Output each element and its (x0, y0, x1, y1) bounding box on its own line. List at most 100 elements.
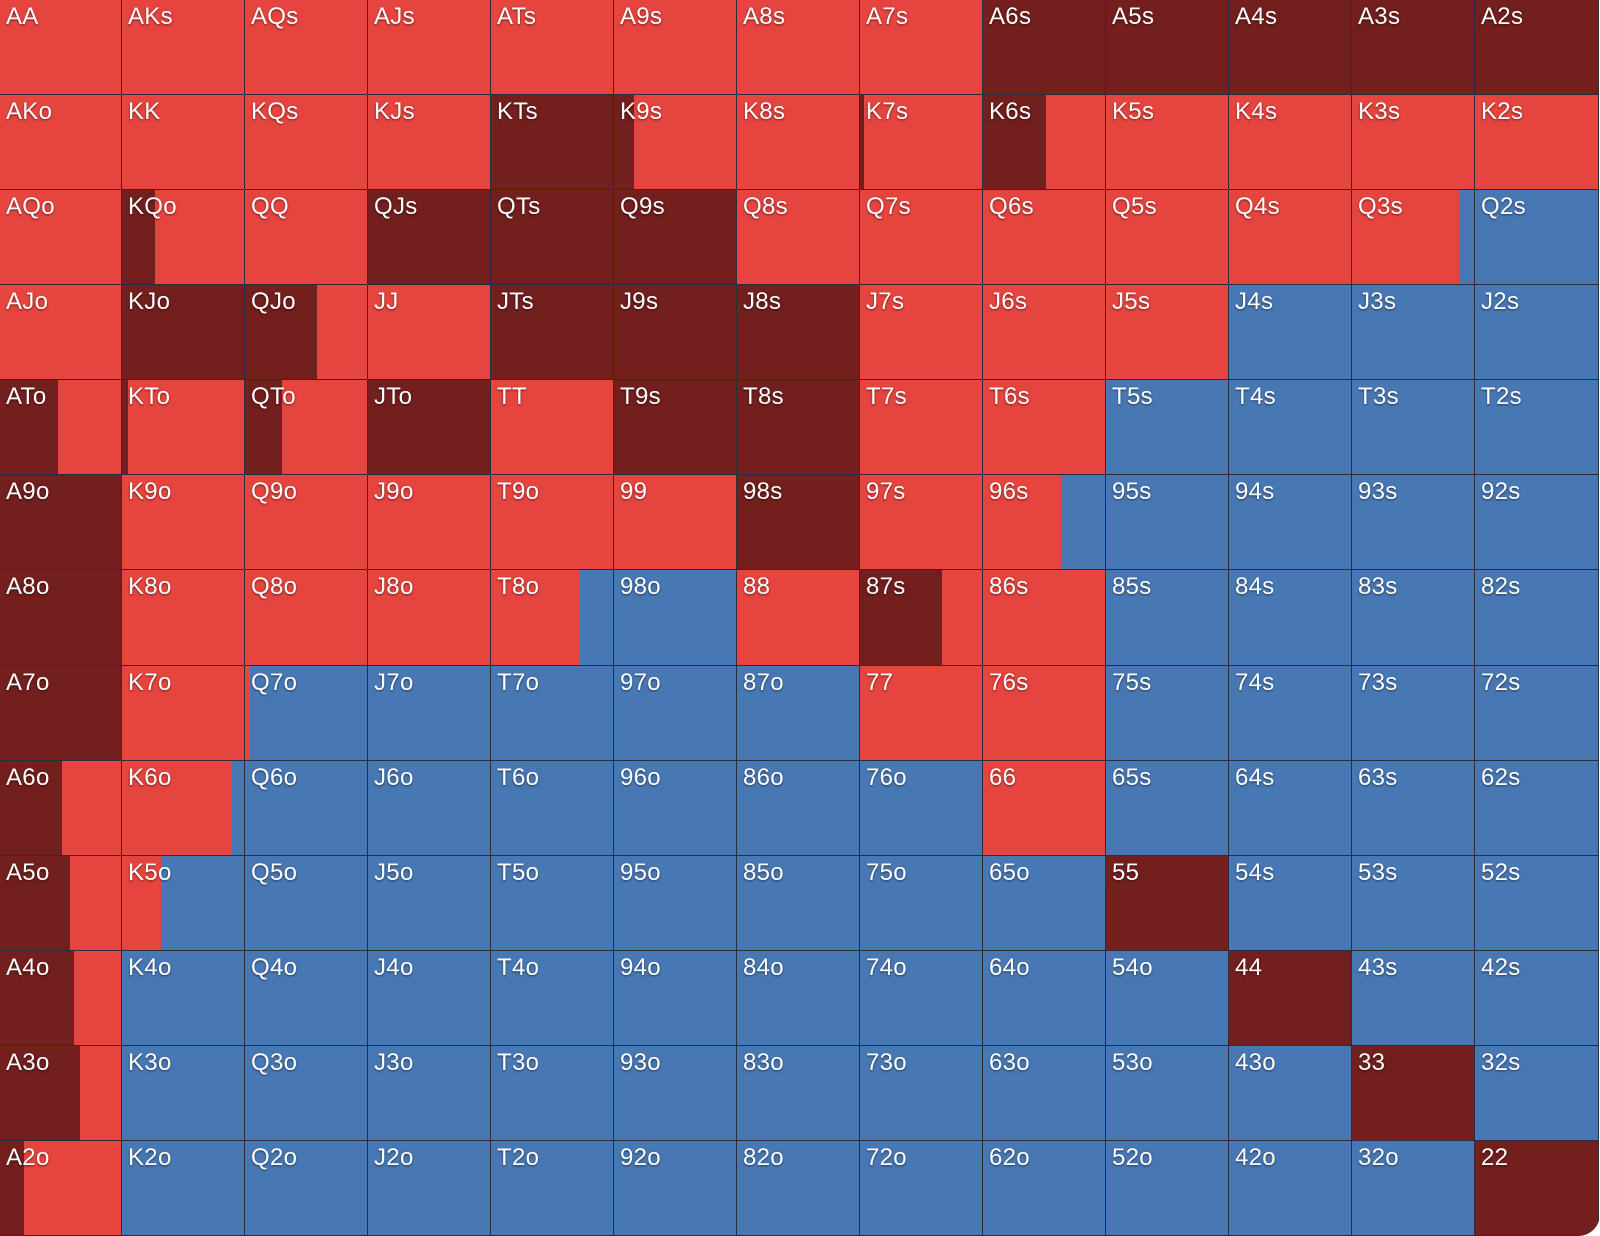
hand-cell[interactable]: 95s (1106, 475, 1229, 571)
hand-cell[interactable]: A3s (1352, 0, 1475, 96)
hand-cell[interactable]: KTo (122, 380, 245, 476)
hand-cell[interactable]: 98s (737, 475, 860, 571)
hand-cell[interactable]: 88 (737, 570, 860, 666)
hand-cell[interactable]: Q2s (1475, 190, 1599, 286)
hand-cell[interactable]: 75s (1106, 665, 1229, 761)
hand-cell[interactable]: 43s (1352, 950, 1475, 1046)
hand-cell[interactable]: 75o (860, 855, 983, 951)
hand-cell[interactable]: Q3o (245, 1045, 368, 1141)
hand-cell[interactable]: J3o (368, 1045, 491, 1141)
hand-cell[interactable]: QQ (245, 190, 368, 286)
hand-cell[interactable]: 82o (737, 1140, 860, 1236)
hand-cell[interactable]: Q9s (614, 190, 737, 286)
hand-cell[interactable]: Q5s (1106, 190, 1229, 286)
hand-cell[interactable]: J6s (983, 285, 1106, 381)
hand-cell[interactable]: 42s (1475, 950, 1599, 1046)
hand-cell[interactable]: T7s (860, 380, 983, 476)
hand-cell[interactable]: 97s (860, 475, 983, 571)
hand-cell[interactable]: 33 (1352, 1045, 1475, 1141)
hand-cell[interactable]: J2o (368, 1140, 491, 1236)
hand-cell[interactable]: Q4o (245, 950, 368, 1046)
hand-cell[interactable]: T4o (491, 950, 614, 1046)
hand-cell[interactable]: QTs (491, 190, 614, 286)
hand-cell[interactable]: T6o (491, 760, 614, 856)
hand-cell[interactable]: A7o (0, 665, 122, 761)
hand-cell[interactable]: A2s (1475, 0, 1599, 96)
hand-cell[interactable]: A7s (860, 0, 983, 96)
hand-cell[interactable]: K7o (122, 665, 245, 761)
hand-cell[interactable]: T4s (1229, 380, 1352, 476)
hand-cell[interactable]: 85s (1106, 570, 1229, 666)
hand-cell[interactable]: QTo (245, 380, 368, 476)
hand-cell[interactable]: KK (122, 95, 245, 191)
hand-cell[interactable]: T3s (1352, 380, 1475, 476)
hand-cell[interactable]: 83o (737, 1045, 860, 1141)
hand-cell[interactable]: 85o (737, 855, 860, 951)
hand-cell[interactable]: A9o (0, 475, 122, 571)
hand-cell[interactable]: K9s (614, 95, 737, 191)
hand-cell[interactable]: AQs (245, 0, 368, 96)
hand-cell[interactable]: K8s (737, 95, 860, 191)
hand-cell[interactable]: J4s (1229, 285, 1352, 381)
hand-cell[interactable]: ATs (491, 0, 614, 96)
hand-cell[interactable]: 96o (614, 760, 737, 856)
hand-cell[interactable]: KQo (122, 190, 245, 286)
hand-cell[interactable]: 43o (1229, 1045, 1352, 1141)
hand-cell[interactable]: K6s (983, 95, 1106, 191)
hand-cell[interactable]: K8o (122, 570, 245, 666)
hand-cell[interactable]: 73s (1352, 665, 1475, 761)
hand-cell[interactable]: 32s (1475, 1045, 1599, 1141)
hand-cell[interactable]: KTs (491, 95, 614, 191)
hand-cell[interactable]: Q6o (245, 760, 368, 856)
hand-cell[interactable]: 82s (1475, 570, 1599, 666)
hand-cell[interactable]: J7o (368, 665, 491, 761)
hand-cell[interactable]: 86o (737, 760, 860, 856)
hand-cell[interactable]: T6s (983, 380, 1106, 476)
hand-cell[interactable]: 62o (983, 1140, 1106, 1236)
hand-cell[interactable]: T3o (491, 1045, 614, 1141)
hand-cell[interactable]: 52s (1475, 855, 1599, 951)
hand-cell[interactable]: 74o (860, 950, 983, 1046)
hand-cell[interactable]: KJs (368, 95, 491, 191)
hand-cell[interactable]: J9s (614, 285, 737, 381)
hand-cell[interactable]: K3s (1352, 95, 1475, 191)
hand-cell[interactable]: QJs (368, 190, 491, 286)
hand-cell[interactable]: 53s (1352, 855, 1475, 951)
hand-cell[interactable]: 99 (614, 475, 737, 571)
hand-cell[interactable]: J2s (1475, 285, 1599, 381)
hand-cell[interactable]: K9o (122, 475, 245, 571)
hand-cell[interactable]: K2s (1475, 95, 1599, 191)
hand-cell[interactable]: JTs (491, 285, 614, 381)
hand-cell[interactable]: 86s (983, 570, 1106, 666)
hand-cell[interactable]: 95o (614, 855, 737, 951)
hand-cell[interactable]: A6s (983, 0, 1106, 96)
hand-cell[interactable]: A8s (737, 0, 860, 96)
hand-cell[interactable]: Q2o (245, 1140, 368, 1236)
hand-cell[interactable]: 93s (1352, 475, 1475, 571)
hand-cell[interactable]: 83s (1352, 570, 1475, 666)
hand-cell[interactable]: ATo (0, 380, 122, 476)
hand-cell[interactable]: AKs (122, 0, 245, 96)
hand-cell[interactable]: 73o (860, 1045, 983, 1141)
hand-cell[interactable]: 94o (614, 950, 737, 1046)
hand-cell[interactable]: 87s (860, 570, 983, 666)
hand-cell[interactable]: K4o (122, 950, 245, 1046)
hand-cell[interactable]: Q4s (1229, 190, 1352, 286)
hand-cell[interactable]: T9s (614, 380, 737, 476)
hand-cell[interactable]: 55 (1106, 855, 1229, 951)
hand-cell[interactable]: 74s (1229, 665, 1352, 761)
hand-cell[interactable]: 65o (983, 855, 1106, 951)
hand-cell[interactable]: 87o (737, 665, 860, 761)
hand-cell[interactable]: 52o (1106, 1140, 1229, 1236)
hand-cell[interactable]: Q3s (1352, 190, 1475, 286)
hand-cell[interactable]: KJo (122, 285, 245, 381)
hand-cell[interactable]: A2o (0, 1140, 122, 1236)
hand-cell[interactable]: J8s (737, 285, 860, 381)
hand-cell[interactable]: T9o (491, 475, 614, 571)
hand-cell[interactable]: Q7o (245, 665, 368, 761)
hand-cell[interactable]: 72o (860, 1140, 983, 1236)
hand-cell[interactable]: 42o (1229, 1140, 1352, 1236)
hand-cell[interactable]: KQs (245, 95, 368, 191)
hand-cell[interactable]: 93o (614, 1045, 737, 1141)
hand-cell[interactable]: 98o (614, 570, 737, 666)
